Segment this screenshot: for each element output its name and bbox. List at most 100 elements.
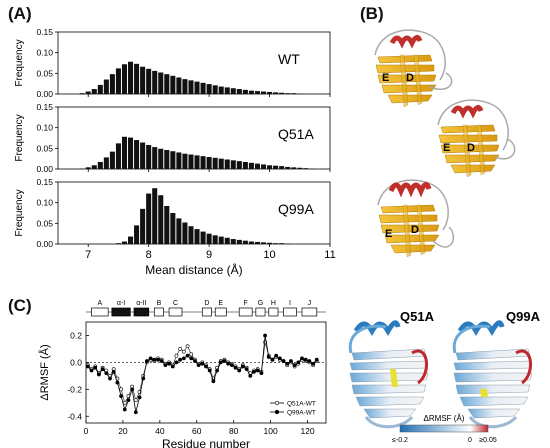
histogram-bar — [140, 142, 146, 169]
secondary-structure-segment — [283, 307, 297, 317]
data-point — [237, 368, 242, 373]
histogram-bar — [236, 89, 242, 94]
histogram-bar — [206, 157, 212, 169]
histogram-bar — [242, 89, 248, 94]
data-point — [148, 356, 153, 361]
strand-label-d: D — [467, 142, 475, 154]
histogram-bar — [279, 92, 285, 94]
histogram-bar — [242, 240, 248, 244]
histogram-bar — [152, 70, 158, 94]
data-point — [292, 363, 297, 367]
protein-structures-panel: E D E D E D — [374, 29, 516, 258]
histogram-bar — [128, 236, 134, 244]
histogram-bar — [273, 165, 279, 169]
data-point — [207, 368, 212, 373]
data-point — [111, 369, 116, 374]
data-point — [145, 359, 149, 363]
data-point — [178, 357, 183, 362]
histogram-bar — [146, 145, 152, 169]
data-point — [233, 365, 238, 370]
y-tick-label: 0.15 — [36, 27, 53, 37]
y-tick-label: 0.0 — [70, 357, 82, 367]
data-point — [185, 344, 190, 349]
histogram-bar — [85, 91, 91, 94]
y-axis-label: ΔRMSF (Å) — [38, 344, 51, 400]
histogram-bar — [254, 163, 260, 169]
data-point — [163, 363, 168, 367]
rmsf-frame — [85, 321, 327, 424]
strand-label-e: E — [382, 72, 389, 84]
histogram-bar — [176, 77, 182, 94]
data-point — [133, 410, 138, 415]
histogram-bar — [188, 80, 194, 94]
secondary-structure-label: A — [98, 300, 103, 307]
histogram-bar — [200, 156, 206, 169]
histogram-bar — [303, 168, 309, 169]
histogram-bar — [285, 166, 291, 169]
histogram-bar — [188, 154, 194, 169]
histogram-bar — [85, 167, 91, 169]
histogram-bar — [194, 81, 200, 94]
histogram-bar — [134, 63, 140, 94]
data-point — [174, 360, 179, 365]
y-tick-label: 0.00 — [36, 164, 53, 174]
histogram-bar — [109, 151, 115, 169]
histogram-frame — [57, 31, 331, 95]
y-tick-label: 0.00 — [36, 89, 53, 99]
secondary-structure-segment — [214, 307, 227, 317]
histogram-bar — [206, 233, 212, 244]
histogram-bar — [285, 93, 291, 94]
histogram-bar — [273, 92, 279, 94]
data-point — [89, 368, 94, 373]
histogram-bar — [121, 136, 128, 169]
data-point — [115, 380, 120, 385]
secondary-structure-label: C — [173, 300, 178, 307]
secondary-structure-segment — [133, 307, 150, 317]
data-point — [277, 356, 282, 361]
histogram-bar — [236, 239, 242, 244]
histogram-bar — [194, 229, 200, 244]
y-axis-label: Frequency — [14, 39, 25, 86]
x-tick-label: 7 — [85, 249, 91, 261]
data-point — [189, 356, 194, 361]
data-point — [270, 357, 275, 362]
colorbar-title: ΔRMSF (Å) — [424, 414, 465, 423]
histogram-bar — [170, 213, 176, 244]
histogram-bar — [182, 153, 188, 169]
y-tick-label: 0.15 — [36, 177, 53, 187]
data-point — [104, 371, 109, 376]
data-point — [196, 363, 201, 367]
histogram-bar — [224, 237, 230, 244]
histogram-bar — [158, 195, 164, 244]
histogram-bar — [158, 148, 164, 169]
x-tick-label: 100 — [264, 426, 278, 436]
y-tick-label: 0.05 — [36, 143, 53, 153]
histogram-bar — [152, 147, 158, 169]
histogram-bar — [248, 241, 254, 244]
histogram-bar — [152, 188, 158, 244]
x-tick-label: 0 — [84, 426, 89, 436]
rmsf-structures-panel: Q51A Q99A ΔRMSF (Å) ≤-0.2 0 ≥0.05 — [348, 309, 541, 444]
data-point — [215, 368, 219, 373]
x-axis-label: Mean distance (Å) — [145, 262, 242, 277]
strand-label-d: D — [411, 224, 419, 236]
histogram-bar — [224, 87, 230, 94]
x-tick-label: 9 — [206, 249, 212, 261]
data-point — [252, 369, 256, 374]
rmsf-structure-q99a — [452, 320, 533, 429]
histogram-bar — [273, 243, 279, 244]
histogram-bar — [291, 93, 297, 94]
histogram-bar — [206, 84, 212, 94]
histogram-bar — [291, 167, 297, 169]
data-point — [241, 364, 245, 369]
x-tick-label: 120 — [300, 426, 314, 436]
y-tick-label: 0.10 — [36, 123, 53, 133]
legend-marker — [274, 409, 280, 415]
secondary-structure-label: J — [308, 300, 312, 307]
histogram-bar — [212, 157, 218, 169]
histogram-frame — [57, 181, 331, 245]
data-point — [122, 407, 127, 412]
histogram-bar — [164, 149, 170, 169]
data-point — [266, 355, 271, 359]
histogram-bar — [182, 222, 188, 244]
